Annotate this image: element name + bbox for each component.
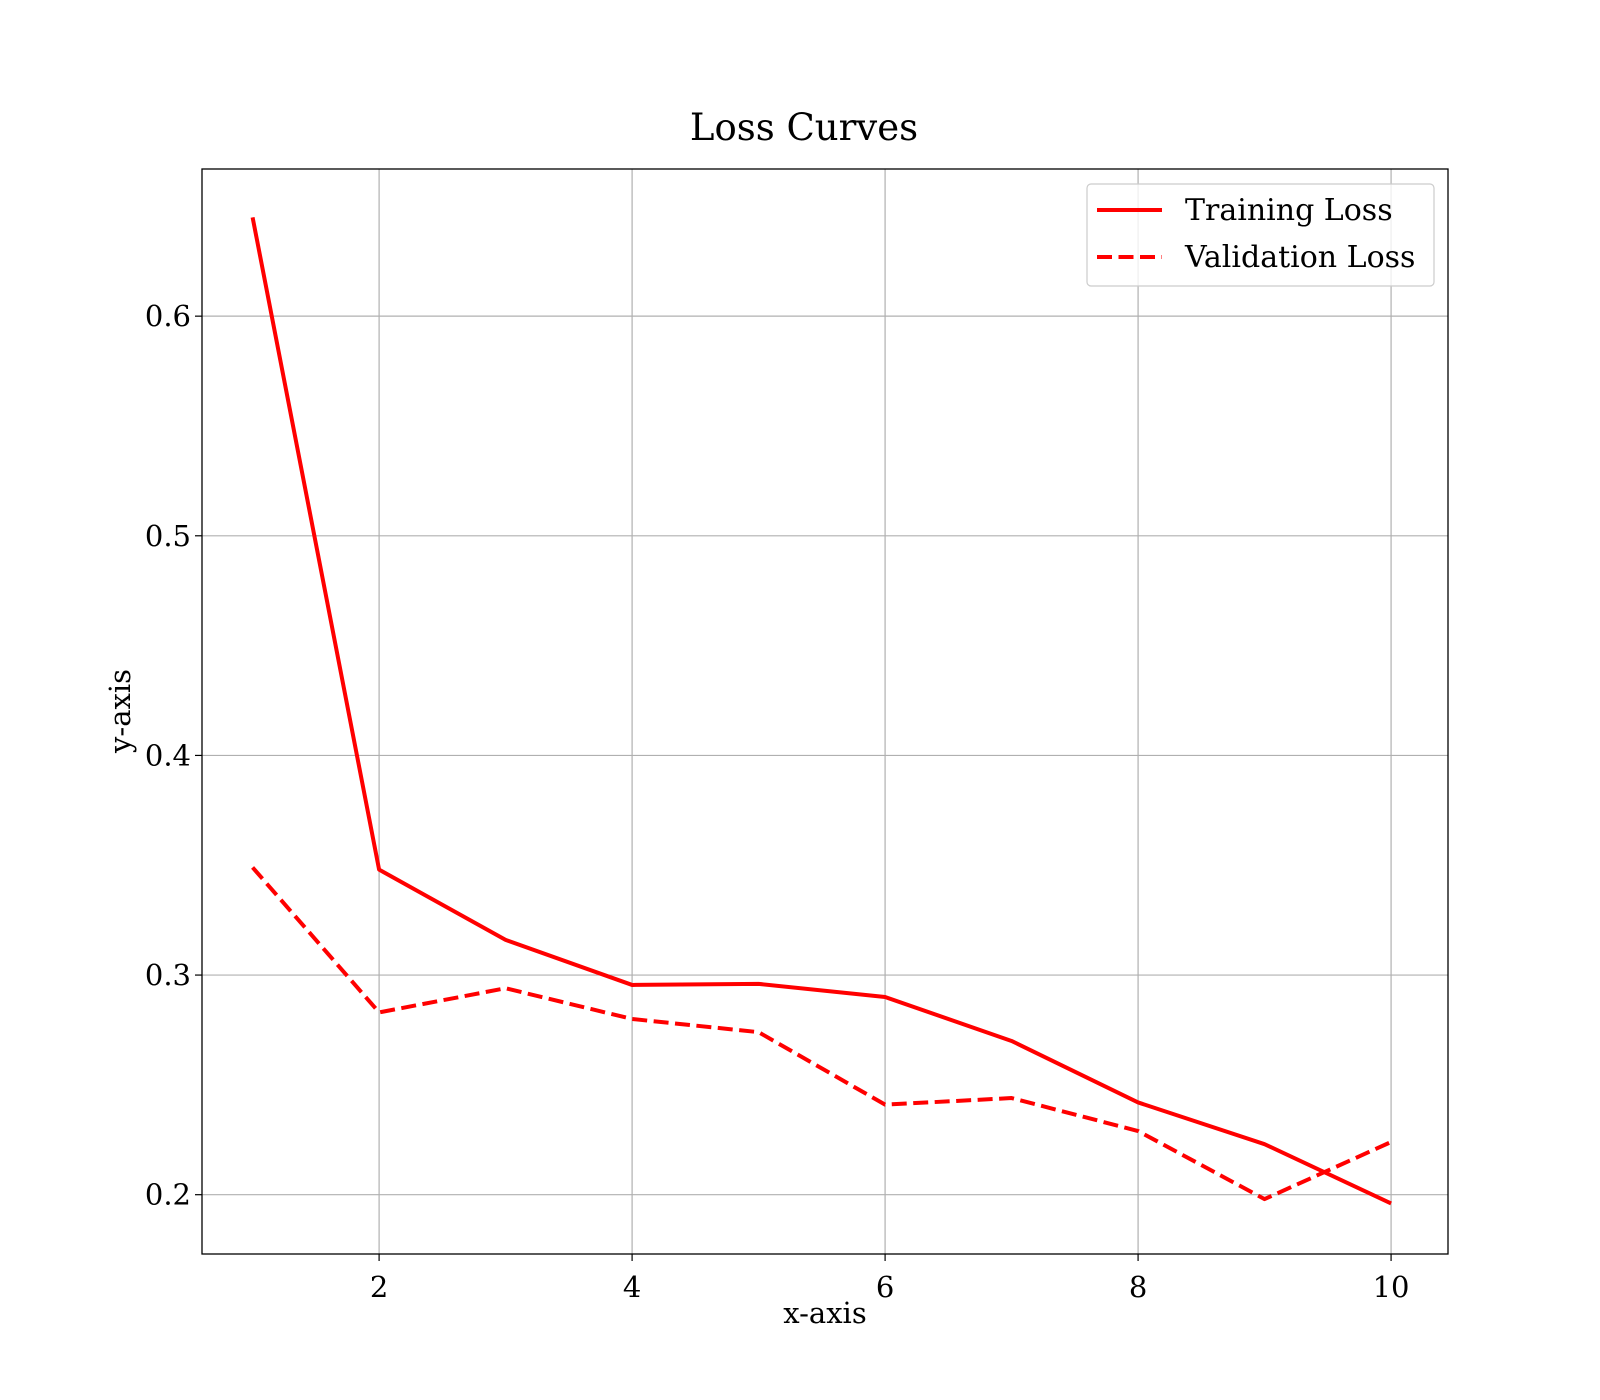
y-tick-label: 0.2: [145, 1178, 191, 1212]
x-axis-label: x-axis: [783, 1296, 866, 1330]
x-tick-label: 4: [623, 1270, 641, 1304]
series-line-training-loss: [250, 216, 1392, 1206]
series-line-validation-loss: [251, 866, 1392, 1202]
y-tick-label: 0.4: [145, 738, 191, 772]
y-tick-label: 0.5: [145, 519, 191, 553]
legend: Training Loss Validation Loss: [1086, 183, 1435, 287]
y-axis-label: y-axis: [103, 669, 137, 754]
x-tick-label: 10: [1373, 1270, 1410, 1304]
legend-label-validation-loss: Validation Loss: [1184, 240, 1415, 275]
y-tick-label: 0.3: [145, 958, 191, 992]
y-tick-label: 0.6: [145, 299, 191, 333]
x-tick-label: 6: [876, 1270, 894, 1304]
axis-ticks: 2 4 6 8 10 0.2 0.3 0.4 0.5 0.6: [145, 299, 1410, 1304]
x-tick-label: 2: [370, 1270, 388, 1304]
grid: [202, 169, 1448, 1254]
x-tick-label: 8: [1129, 1270, 1147, 1304]
chart-title: Loss Curves: [690, 106, 918, 149]
legend-box: [1086, 183, 1435, 287]
series-lines: [250, 216, 1392, 1206]
legend-label-training-loss: Training Loss: [1185, 193, 1393, 228]
plot-frame: [201, 168, 1449, 1255]
